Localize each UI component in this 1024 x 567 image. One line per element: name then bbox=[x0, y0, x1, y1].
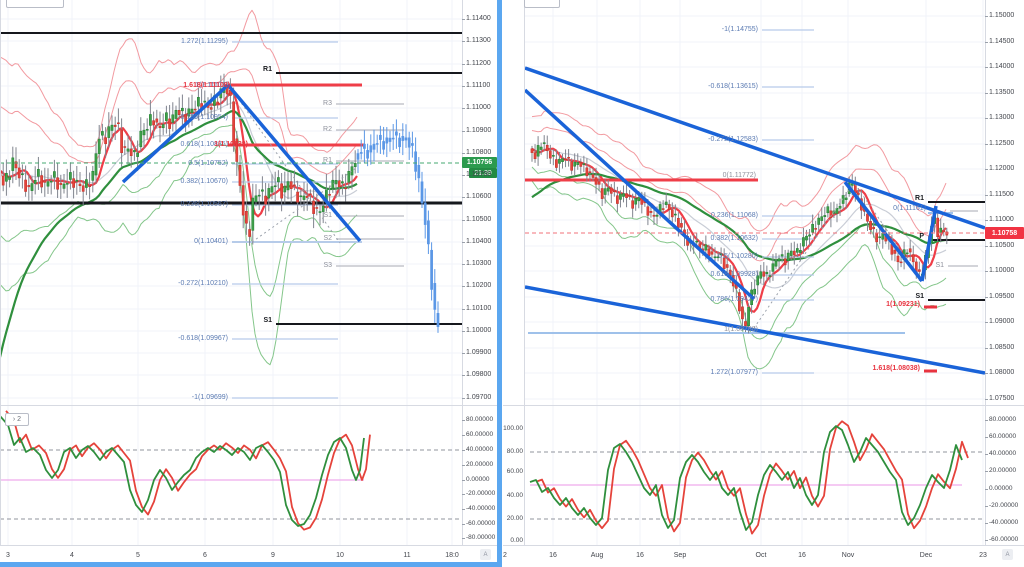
active-chart-selection-border-bottom bbox=[0, 562, 502, 567]
left-countdown-tag: 21:39 bbox=[469, 168, 497, 178]
left-time-scale[interactable] bbox=[0, 546, 497, 562]
right-current-price-tag: 1.10758 bbox=[985, 227, 1024, 239]
left-price-scale[interactable] bbox=[463, 0, 497, 545]
left-chart-canvas[interactable] bbox=[0, 0, 462, 405]
right-pane-divider[interactable] bbox=[503, 405, 1024, 406]
left-current-price-tag: 1.10756 bbox=[462, 157, 497, 168]
right-top-indicator-tab[interactable] bbox=[524, 0, 560, 8]
osc-axis-left-label: 60.00 bbox=[506, 468, 523, 475]
left-axis-lock-button[interactable]: A bbox=[480, 549, 491, 560]
right-time-axis-line bbox=[503, 545, 1024, 546]
right-time-scale[interactable] bbox=[503, 546, 1024, 562]
left-top-indicator-tab[interactable] bbox=[6, 0, 64, 8]
right-price-axis-line bbox=[985, 0, 986, 545]
right-price-scale[interactable] bbox=[986, 0, 1024, 545]
right-chart-canvas[interactable] bbox=[525, 0, 985, 405]
left-time-axis-line bbox=[0, 545, 497, 546]
left-osc-collapsed-tab-label: › 2 bbox=[12, 416, 22, 423]
osc-axis-left-label: 40.00 bbox=[506, 492, 523, 499]
osc-axis-left-label: 20.00 bbox=[506, 515, 523, 522]
left-pane-divider[interactable] bbox=[0, 405, 497, 406]
left-price-axis-line bbox=[462, 0, 463, 545]
right-axis-lock-button[interactable]: A bbox=[1002, 549, 1013, 560]
left-oscillator-canvas[interactable] bbox=[0, 406, 462, 545]
osc-axis-left-label: 80.00 bbox=[506, 448, 523, 455]
osc-axis-left-label: 100.00 bbox=[503, 425, 523, 432]
left-pane-left-edge bbox=[0, 0, 1, 545]
right-oscillator-canvas[interactable] bbox=[525, 406, 985, 545]
osc-axis-left-label: 0.00 bbox=[510, 537, 523, 544]
right-pane-left-edge bbox=[524, 0, 525, 545]
active-chart-selection-border-right bbox=[497, 0, 502, 567]
left-osc-collapsed-tab[interactable]: › 2 bbox=[5, 413, 29, 426]
